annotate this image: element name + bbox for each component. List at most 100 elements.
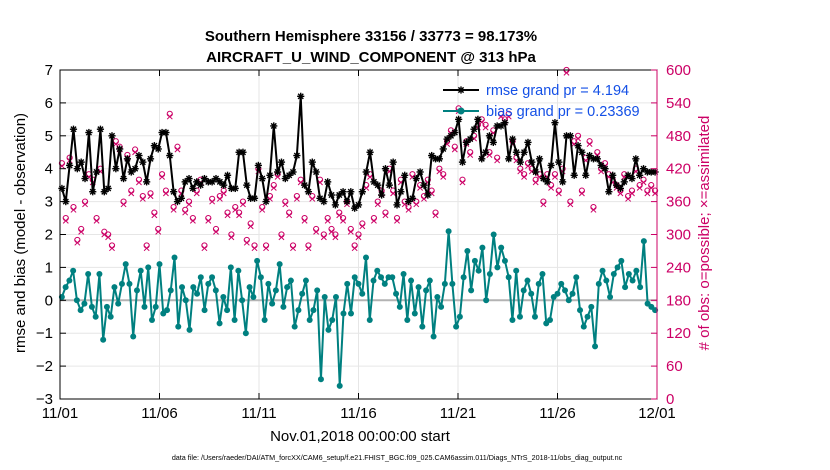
- asterisk-stroke: [420, 182, 428, 189]
- asterisk-stroke: [239, 149, 247, 156]
- obs-assimilated-marker: [401, 201, 408, 208]
- rmse-point: [297, 92, 305, 100]
- obs-assimilated-marker: [159, 173, 166, 180]
- obs-assimilated-marker: [236, 212, 243, 219]
- obs-assimilated-marker: [521, 173, 528, 180]
- bias-point: [175, 323, 182, 330]
- asterisk-stroke: [571, 172, 578, 179]
- obs-possible-marker: [324, 214, 331, 222]
- obs-assimilated-stroke: [151, 212, 158, 219]
- asterisk-stroke: [474, 116, 481, 123]
- obs-assimilated-marker: [355, 234, 362, 241]
- obs-assimilated-stroke: [586, 141, 593, 147]
- rmse-point: [69, 125, 78, 133]
- asterisk-stroke: [278, 159, 285, 166]
- obs-assimilated-marker: [578, 190, 585, 197]
- obs-assimilated-stroke: [270, 184, 277, 191]
- asterisk-stroke: [274, 168, 281, 176]
- asterisk-stroke: [340, 188, 347, 195]
- asterisk-stroke: [401, 172, 408, 179]
- rmse-point: [593, 155, 601, 163]
- obs-assimilated-stroke: [436, 168, 443, 175]
- rmse-point: [505, 155, 513, 163]
- rmse-point: [146, 155, 155, 163]
- bias-point: [389, 274, 396, 281]
- asterisk-stroke: [470, 126, 478, 133]
- asterisk-stroke: [459, 159, 466, 166]
- asterisk-stroke: [393, 201, 401, 208]
- rmse-point: [262, 198, 270, 206]
- asterisk-stroke: [467, 136, 474, 143]
- bias-point: [366, 317, 373, 324]
- bias-point: [468, 287, 475, 294]
- rmse-point: [424, 191, 432, 199]
- rmse-point: [651, 168, 659, 176]
- bias-point: [588, 303, 595, 310]
- obs-assimilated-marker: [532, 179, 539, 186]
- bias-point: [212, 287, 219, 294]
- obs-assimilated-marker: [309, 195, 316, 202]
- obs-assimilated-marker: [278, 234, 285, 241]
- obs-assimilated-marker: [228, 234, 235, 241]
- asterisk-stroke: [124, 155, 131, 162]
- bias-point: [524, 277, 531, 284]
- asterisk-stroke: [636, 172, 643, 179]
- bias-point: [381, 280, 388, 287]
- asterisk-stroke: [139, 159, 146, 166]
- obs-assimilated-marker: [340, 217, 347, 224]
- bias-point: [302, 277, 309, 284]
- obs-assimilated-stroke: [259, 206, 266, 213]
- bias-point: [201, 307, 208, 314]
- obs-possible-marker: [521, 171, 528, 178]
- obs-assimilated-stroke: [324, 217, 331, 224]
- obs-assimilated-stroke: [282, 201, 289, 208]
- bias-point: [332, 294, 339, 301]
- bias-point: [513, 267, 520, 274]
- obs-assimilated-marker: [636, 184, 643, 191]
- obs-assimilated-marker: [263, 245, 270, 252]
- obs-assimilated-marker: [467, 152, 474, 158]
- asterisk-stroke: [162, 129, 170, 136]
- obs-possible-marker: [220, 187, 227, 194]
- asterisk-stroke: [478, 155, 485, 162]
- bias-point: [325, 326, 332, 333]
- rmse-point: [92, 168, 101, 176]
- obs-assimilated-stroke: [193, 190, 200, 197]
- bias-point: [220, 294, 227, 301]
- obs-assimilated-stroke: [109, 245, 115, 252]
- obs-assimilated-stroke: [629, 190, 635, 197]
- legend-bias-label: bias grand pr = 0.23369: [486, 104, 640, 120]
- obs-possible-marker: [301, 214, 308, 222]
- obs-assimilated-stroke: [505, 113, 512, 120]
- rmse-point: [512, 148, 521, 156]
- obs-assimilated-marker: [328, 228, 335, 235]
- obs-possible-marker: [155, 225, 162, 233]
- rmse-point: [324, 178, 332, 186]
- obs-assimilated-marker: [151, 212, 158, 219]
- bias-point: [96, 270, 103, 277]
- obs-assimilated-stroke: [551, 173, 558, 180]
- obs-assimilated-stroke: [182, 209, 189, 216]
- obs-possible-marker: [467, 149, 474, 156]
- obs-possible-marker: [108, 242, 116, 249]
- obs-assimilated-marker: [382, 212, 389, 219]
- bias-point: [272, 287, 279, 294]
- rmse-point: [374, 181, 382, 189]
- asterisk-stroke: [544, 178, 551, 185]
- bias-point: [546, 317, 553, 324]
- rmse-point: [77, 158, 85, 166]
- bias-point: [528, 290, 535, 297]
- bias-point: [614, 264, 621, 271]
- obs-count-markers: [58, 66, 659, 252]
- asterisk-stroke: [390, 159, 397, 166]
- obs-possible-marker: [336, 209, 343, 216]
- bias-point: [190, 284, 197, 291]
- obs-assimilated-marker: [417, 184, 424, 191]
- asterisk-stroke: [551, 119, 559, 126]
- obs-assimilated-stroke: [209, 198, 216, 205]
- asterisk-stroke: [259, 175, 266, 182]
- obs-assimilated-stroke: [186, 201, 192, 208]
- obs-assimilated-stroke: [478, 119, 485, 126]
- legend-rmse-label: rmse grand pr = 4.194: [486, 83, 629, 99]
- obs-possible-marker: [158, 171, 166, 178]
